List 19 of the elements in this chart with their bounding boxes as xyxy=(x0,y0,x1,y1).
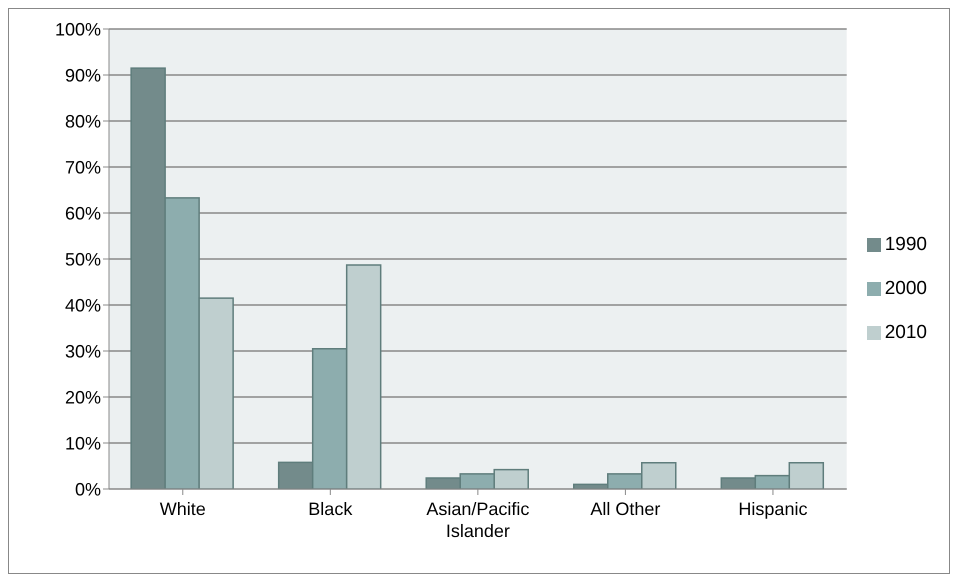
x-tick-label: Black xyxy=(308,499,354,519)
y-tick-label: 10% xyxy=(64,433,101,454)
y-tick-label: 20% xyxy=(64,387,101,408)
y-tick-label: 60% xyxy=(64,203,101,224)
y-tick-label: 100% xyxy=(54,19,101,40)
x-tick-label: White xyxy=(160,499,206,519)
legend-label: 2000 xyxy=(884,278,927,299)
y-tick-label: 70% xyxy=(64,157,101,178)
legend-label: 1990 xyxy=(884,234,927,255)
y-tick-label: 50% xyxy=(64,249,101,270)
y-tick-label: 0% xyxy=(74,479,101,500)
x-tick-label: Hispanic xyxy=(738,499,808,519)
y-tick-label: 40% xyxy=(64,295,101,316)
y-tick-label: 80% xyxy=(64,111,101,132)
x-tick-label: Asian/Pacific Islander xyxy=(426,499,530,541)
legend-label: 2010 xyxy=(884,322,927,343)
x-tick-label: All Other xyxy=(590,499,660,519)
y-tick-label: 30% xyxy=(64,341,101,362)
y-tick-label: 90% xyxy=(64,65,101,86)
